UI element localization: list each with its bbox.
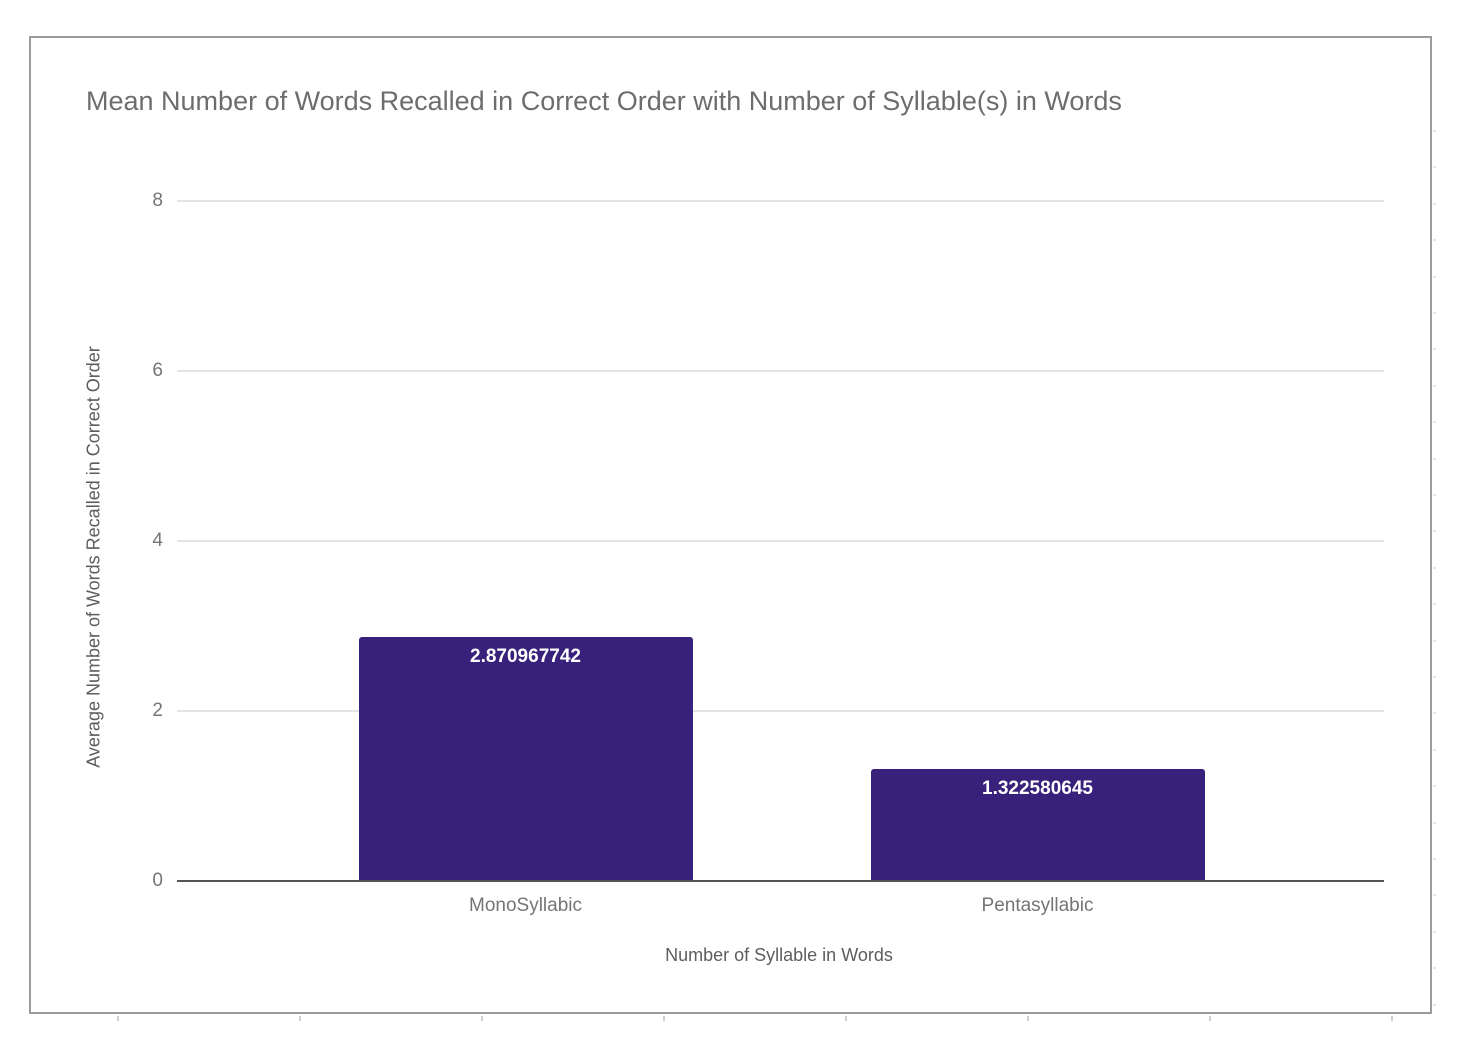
sheet-row-gridline-tick [1433,276,1436,278]
sheet-column-gridline-tick [117,1016,119,1021]
chart-card[interactable]: Mean Number of Words Recalled in Correct… [29,36,1432,1014]
y-tick-label: 2 [152,700,163,721]
sheet-column-gridline-tick [1209,1016,1211,1021]
sheet-column-gridline-tick [845,1016,847,1021]
sheet-row-gridline-tick [1433,1004,1436,1006]
y-tick-label: 0 [152,870,163,891]
sheet-row-gridline-tick [1433,822,1436,824]
x-category-label: Pentasyllabic [981,895,1094,916]
sheet-row-gridline-tick [1433,858,1436,860]
bar-monosyllabic[interactable]: 2.870967742 [358,636,693,881]
sheet-row-gridline-tick [1433,239,1436,241]
sheet-row-gridline-tick [1433,749,1436,751]
sheet-column-gridline-tick [1027,1016,1029,1021]
sheet-row-gridline-tick [1433,312,1436,314]
y-tick-label: 8 [152,190,163,211]
bar-value-label: 2.870967742 [470,645,581,667]
sheet-row-gridline-tick [1433,712,1436,714]
sheet-row-gridline-tick [1433,130,1436,132]
sheet-row-gridline-tick [1433,421,1436,423]
sheet-row-gridline-tick [1433,967,1436,969]
sheet-row-gridline-tick [1433,166,1436,168]
sheet-column-gridline-tick [299,1016,301,1021]
sheet-row-gridline-tick [1433,203,1436,205]
sheet-row-gridline-tick [1433,348,1436,350]
sheet-row-gridline-tick [1433,894,1436,896]
sheet-row-gridline-tick [1433,385,1436,387]
y-tick-label: 4 [152,530,163,551]
gridline [177,200,1384,202]
gridline [177,540,1384,542]
sheet-column-gridline-tick [1391,1016,1393,1021]
bar-value-label: 1.322580645 [982,777,1093,799]
gridline [177,710,1384,712]
chart-title: Mean Number of Words Recalled in Correct… [86,86,1122,116]
sheet-row-gridline-tick [1433,603,1436,605]
x-axis-title: Number of Syllable in Words [665,945,893,965]
sheet-column-gridline-tick [481,1016,483,1021]
gridline [177,370,1384,372]
x-category-label: MonoSyllabic [469,895,582,916]
sheet-row-gridline-tick [1433,931,1436,933]
sheet-row-gridline-tick [1433,567,1436,569]
sheet-column-gridline-tick [663,1016,665,1021]
sheet-row-gridline-tick [1433,458,1436,460]
sheet-row-gridline-tick [1433,640,1436,642]
y-tick-label: 6 [152,360,163,381]
sheet-row-gridline-tick [1433,494,1436,496]
x-axis-baseline [177,880,1384,882]
bar-pentasyllabic[interactable]: 1.322580645 [870,768,1205,881]
y-axis-title: Average Number of Words Recalled in Corr… [83,346,104,768]
sheet-row-gridline-tick [1433,785,1436,787]
sheet-row-gridline-tick [1433,676,1436,678]
sheet-row-gridline-tick [1433,530,1436,532]
